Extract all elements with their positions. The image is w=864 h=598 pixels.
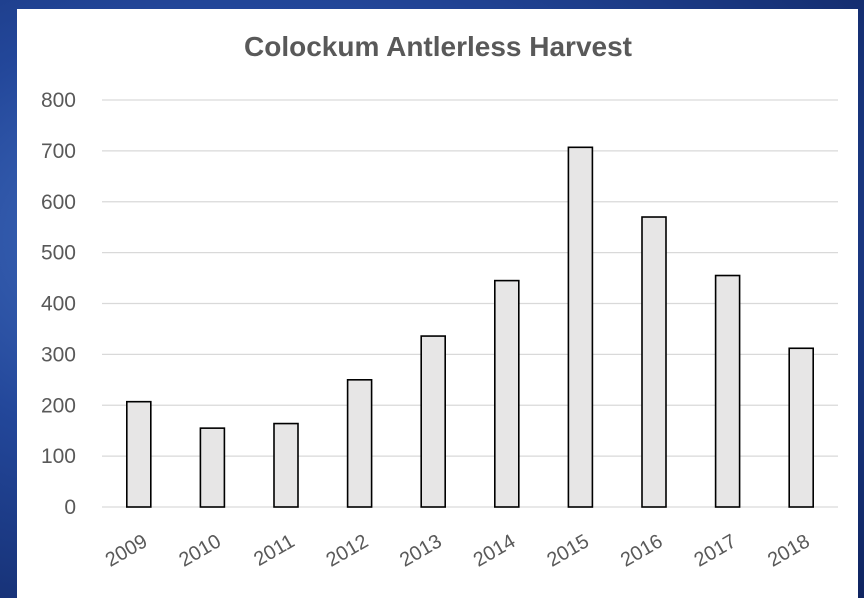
x-axis-ticks: 2009 2010 2011 2012 2013 2014 2015 2016 2017 2018 (102, 530, 814, 571)
bar-chart: Colockum Antlerless Harvest 0 100 200 300 40… (41, 31, 838, 572)
x-tick-label: 2013 (396, 530, 446, 571)
x-tick-label: 2016 (617, 530, 667, 571)
y-tick-label: 400 (41, 293, 76, 316)
x-tick-label: 2012 (323, 530, 373, 571)
bar-2011 (273, 422, 299, 508)
y-tick-label: 700 (41, 140, 76, 163)
y-tick-label: 0 (64, 496, 76, 519)
bar-2009 (126, 400, 152, 508)
y-axis-ticks: 0 100 200 300 400 500 600 700 800 (41, 89, 76, 519)
x-tick-label: 2014 (470, 530, 520, 571)
y-tick-label: 300 (41, 343, 76, 366)
bar-2010 (199, 427, 226, 508)
chart-title: Colockum Antlerless Harvest (244, 31, 632, 62)
bar-2017 (714, 274, 741, 508)
bar-2013 (420, 335, 447, 508)
x-tick-label: 2018 (764, 530, 814, 571)
y-tick-label: 200 (41, 394, 76, 417)
bar-2018 (788, 347, 815, 508)
x-tick-label: 2011 (250, 530, 298, 571)
bars (126, 146, 815, 508)
chart-panel: Colockum Antlerless Harvest 0 100 200 300 40… (17, 9, 858, 598)
x-tick-label: 2009 (102, 530, 152, 571)
y-tick-label: 100 (41, 445, 76, 468)
x-tick-label: 2010 (175, 530, 225, 571)
x-tick-label: 2015 (543, 530, 593, 571)
y-tick-label: 800 (41, 89, 76, 112)
y-tick-label: 500 (41, 242, 76, 265)
bar-2015 (567, 146, 594, 508)
y-tick-label: 600 (41, 191, 76, 214)
bar-2014 (493, 279, 520, 508)
x-tick-label: 2017 (691, 530, 741, 571)
bar-2016 (641, 216, 667, 508)
bar-2012 (346, 379, 373, 508)
